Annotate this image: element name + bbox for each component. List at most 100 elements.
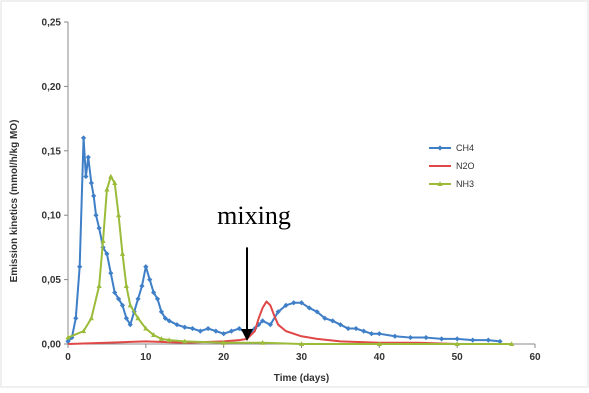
data-point-ch4 [306,305,312,311]
data-point-nh3 [104,186,110,192]
y-tick-label: 0,00 [42,340,62,351]
legend-item-ch4: CH4 [429,143,474,153]
data-point-ch4 [135,296,141,302]
legend: CH4 N2O NH3 [429,143,475,189]
legend-label: N2O [456,161,475,171]
mixing-annotation-text: mixing [217,201,291,230]
data-point-ch4 [151,289,157,296]
data-point-ch4 [189,325,196,332]
y-tick-label: 0,15 [42,146,62,157]
data-point-ch4 [166,318,172,324]
data-point-nh3 [135,315,141,321]
data-point-nh3 [119,251,126,256]
data-point-nh3 [151,332,157,337]
data-point-ch4 [337,322,344,328]
data-point-ch4 [147,277,153,283]
data-point-nh3 [80,328,87,334]
data-point-nh3 [96,283,102,289]
data-point-ch4 [83,173,89,180]
series-layer [65,135,515,346]
y-tick-label: 0,05 [42,275,62,286]
y-tick-label: 0,25 [42,18,62,29]
annotation: mixing [217,201,291,341]
data-point-ch4 [65,338,71,345]
legend-item-n2o: N2O [429,161,475,171]
data-point-ch4 [80,135,87,141]
data-point-ch4 [283,302,289,308]
data-point-ch4 [291,300,297,306]
data-point-ch4 [437,145,443,151]
data-point-ch4 [298,300,305,306]
data-point-ch4 [439,336,445,342]
data-point-ch4 [197,328,203,334]
data-point-ch4 [154,296,161,302]
data-point-ch4 [497,338,503,345]
data-point-ch4 [108,270,114,276]
data-point-nh3 [376,341,382,346]
data-point-nh3 [158,336,164,341]
data-point-ch4 [96,225,102,231]
legend-item-nh3: NH3 [429,179,474,189]
data-point-ch4 [139,283,145,289]
data-point-nh3 [100,238,106,243]
data-point-ch4 [423,334,429,341]
data-point-ch4 [228,328,235,334]
data-point-ch4 [322,315,328,321]
data-point-ch4 [88,180,94,186]
data-point-ch4 [454,336,460,342]
data-point-nh3 [298,341,305,346]
data-point-ch4 [361,328,367,334]
x-tick-label: 20 [218,352,230,363]
data-point-ch4 [275,309,281,315]
data-point-nh3 [112,180,118,185]
x-tick-label: 50 [452,352,464,363]
data-point-ch4 [485,337,491,343]
x-tick-label: 0 [65,352,71,363]
x-tick-label: 10 [140,352,152,363]
data-point-ch4 [213,328,219,334]
data-point-ch4 [267,322,273,328]
data-point-nh3 [88,315,94,321]
x-tick-label: 40 [374,352,386,363]
data-point-ch4 [143,264,149,270]
data-point-nh3 [65,334,71,340]
x-tick-label: 60 [529,352,541,363]
data-point-ch4 [205,325,211,332]
data-point-ch4 [93,212,99,218]
data-point-ch4 [392,333,398,339]
data-point-ch4 [182,324,188,330]
data-point-ch4 [345,325,351,332]
data-point-ch4 [77,264,83,270]
data-point-ch4 [73,315,79,321]
data-point-nh3 [166,337,172,343]
data-point-nh3 [123,283,129,289]
data-point-nh3 [115,212,122,218]
data-point-ch4 [174,322,180,328]
data-point-ch4 [314,309,320,315]
data-point-nh3 [108,173,114,179]
series-nh3 [65,173,515,346]
data-point-ch4 [162,315,168,321]
data-point-ch4 [104,251,110,257]
data-point-nh3 [182,338,188,344]
data-point-ch4 [330,318,336,324]
mixing-arrow-head [241,329,254,341]
data-point-ch4 [85,154,91,160]
data-point-ch4 [91,193,97,199]
data-point-nh3 [454,341,460,346]
data-point-ch4 [119,302,126,308]
data-point-nh3 [509,341,515,346]
data-point-ch4 [259,318,266,324]
data-point-ch4 [127,322,133,328]
data-point-nh3 [259,339,266,345]
series-line-nh3 [67,175,512,345]
x-ticks: 0 10 20 30 40 50 60 [65,344,541,363]
data-point-ch4 [470,337,476,343]
data-point-ch4 [123,315,129,321]
data-point-nh3 [437,181,443,186]
data-point-nh3 [143,325,149,331]
data-point-ch4 [115,296,122,302]
